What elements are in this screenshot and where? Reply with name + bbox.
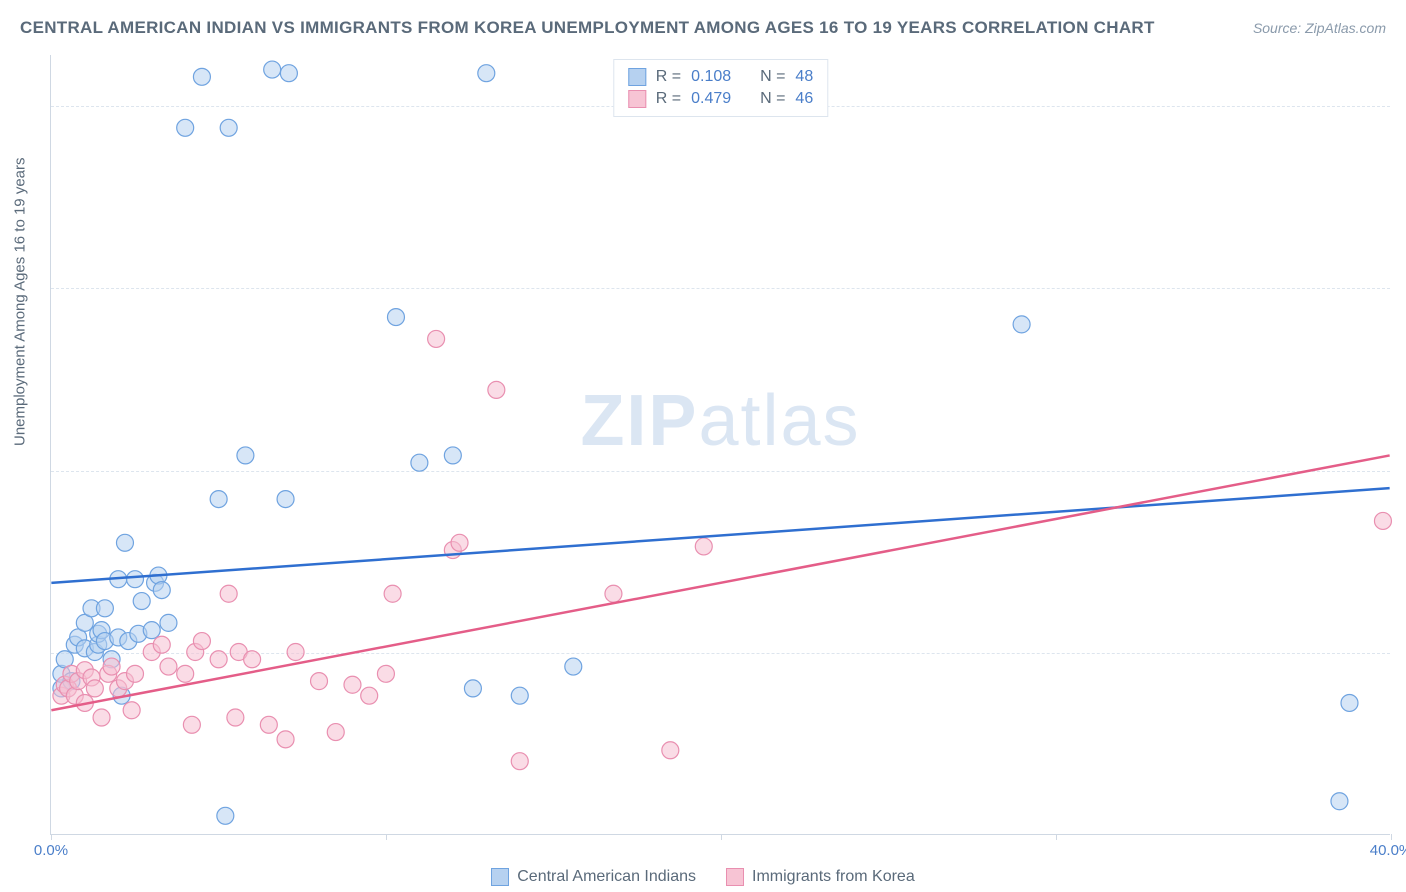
y-axis-label: Unemployment Among Ages 16 to 19 years bbox=[12, 157, 29, 446]
legend-stat-row: R = 0.108 N = 48 bbox=[628, 66, 813, 88]
legend-stats: R = 0.108 N = 48R = 0.479 N = 46 bbox=[613, 59, 828, 117]
legend-swatch bbox=[726, 868, 744, 886]
legend-swatch bbox=[628, 90, 646, 108]
plot-area: ZIPatlas R = 0.108 N = 48R = 0.479 N = 4… bbox=[50, 55, 1390, 835]
x-tick-label: 40.0% bbox=[1370, 842, 1406, 859]
legend-series-item: Immigrants from Korea bbox=[726, 868, 915, 886]
trend-line bbox=[51, 455, 1389, 710]
legend-swatch bbox=[628, 68, 646, 86]
legend-swatch bbox=[491, 868, 509, 886]
x-tick-label: 0.0% bbox=[34, 842, 68, 859]
trend-lines bbox=[51, 55, 1390, 834]
legend-stat-row: R = 0.479 N = 46 bbox=[628, 88, 813, 110]
legend-bottom: Central American Indians Immigrants from … bbox=[0, 868, 1406, 886]
legend-series-item: Central American Indians bbox=[491, 868, 696, 886]
source-label: Source: ZipAtlas.com bbox=[1253, 20, 1386, 36]
chart-title: CENTRAL AMERICAN INDIAN VS IMMIGRANTS FR… bbox=[20, 18, 1155, 38]
trend-line bbox=[51, 488, 1389, 583]
